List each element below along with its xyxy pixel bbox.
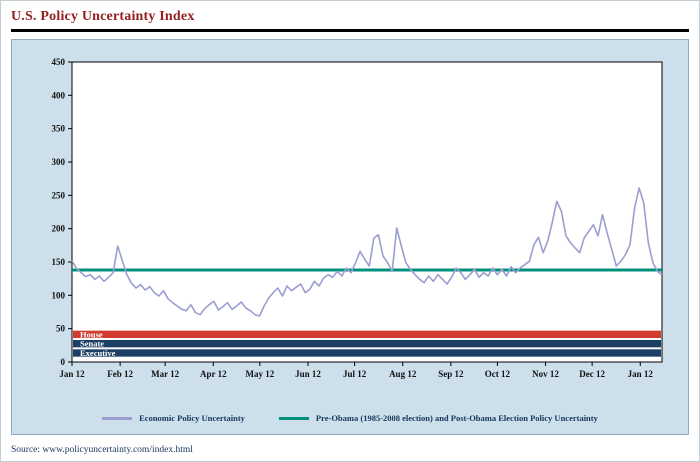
source-text: Source: www.policyuncertainty.com/index.… xyxy=(11,445,193,455)
x-tick-label: Oct 12 xyxy=(485,369,511,379)
band-executive xyxy=(73,349,661,357)
x-tick-label: Jan 12 xyxy=(59,369,85,379)
x-tick-label: Nov 12 xyxy=(532,369,559,379)
economic-policy-line xyxy=(71,187,663,317)
chart-panel: House Senate Executive 0 50 100 150 200 250 300 35… xyxy=(11,39,689,435)
x-tick-label: Feb 12 xyxy=(107,369,133,379)
band-label-executive: Executive xyxy=(80,348,116,358)
y-tick-label: 300 xyxy=(52,157,66,167)
x-tick-label: Dec 12 xyxy=(579,369,605,379)
y-tick-label: 250 xyxy=(52,190,66,200)
y-tick-label: 200 xyxy=(52,224,66,234)
title-rule xyxy=(11,29,689,32)
x-tick-label: May 12 xyxy=(245,369,274,379)
x-tick-label: Aug 12 xyxy=(389,369,417,379)
y-tick-label: 50 xyxy=(56,324,66,334)
x-tick-label: Jul 12 xyxy=(343,369,367,379)
band-label-house: House xyxy=(80,329,103,339)
x-tick-label: Mar 12 xyxy=(151,369,180,379)
y-tick-label: 350 xyxy=(52,124,66,134)
x-tick-label: Sep 12 xyxy=(438,369,464,379)
band-house xyxy=(73,330,661,338)
legend-label-baseline: Pre-Obama (1985-2008 election) and Post-… xyxy=(315,413,598,423)
x-tick-label: Jun 12 xyxy=(295,369,321,379)
legend-item-economic: Economic Policy Uncertainty xyxy=(102,413,245,423)
legend-swatch-baseline xyxy=(278,416,309,420)
y-tick-label: 0 xyxy=(61,357,66,367)
legend-item-baseline: Pre-Obama (1985-2008 election) and Post-… xyxy=(278,413,598,423)
header: U.S. Policy Uncertainty Index xyxy=(1,1,699,32)
x-tick-label: Jan 12 xyxy=(628,369,654,379)
y-tick-label: 400 xyxy=(52,90,66,100)
y-tick-label: 100 xyxy=(52,290,66,300)
legend-label-economic: Economic Policy Uncertainty xyxy=(139,413,245,423)
plot-area xyxy=(71,61,663,363)
band-senate xyxy=(73,340,661,348)
chart-title: U.S. Policy Uncertainty Index xyxy=(11,9,195,24)
x-tick-label: Apr 12 xyxy=(200,369,227,379)
legend-swatch-economic xyxy=(102,416,133,420)
y-tick-label: 450 xyxy=(52,57,66,67)
y-tick-label: 150 xyxy=(52,257,66,267)
band-label-senate: Senate xyxy=(80,339,104,349)
chart-legend: Economic Policy Uncertainty Pre-Obama (1… xyxy=(12,408,688,428)
